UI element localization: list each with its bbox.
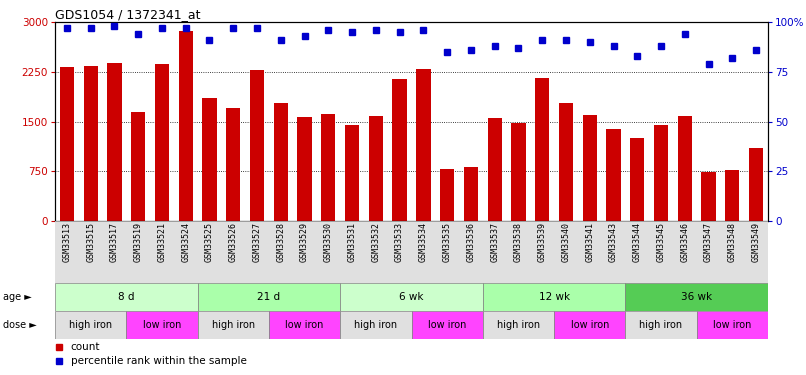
Text: GSM33519: GSM33519: [134, 222, 143, 262]
Bar: [155, 64, 169, 221]
Text: GSM33527: GSM33527: [252, 222, 261, 262]
Bar: [107, 63, 122, 221]
Bar: [725, 170, 739, 221]
Text: high iron: high iron: [496, 320, 540, 330]
Text: age ►: age ►: [3, 292, 32, 302]
Text: 6 wk: 6 wk: [399, 292, 424, 302]
Text: GDS1054 / 1372341_at: GDS1054 / 1372341_at: [55, 8, 201, 21]
Text: GSM33513: GSM33513: [62, 222, 72, 262]
Text: GSM33534: GSM33534: [419, 222, 428, 262]
Text: GSM33536: GSM33536: [467, 222, 476, 262]
Bar: [630, 138, 645, 221]
Text: low iron: low iron: [143, 320, 181, 330]
Bar: [440, 169, 455, 221]
Bar: [483, 283, 625, 311]
Bar: [625, 311, 696, 339]
Bar: [554, 311, 625, 339]
Bar: [416, 69, 430, 221]
Text: GSM33521: GSM33521: [157, 222, 167, 262]
Bar: [678, 116, 692, 221]
Text: GSM33540: GSM33540: [562, 222, 571, 262]
Text: 36 wk: 36 wk: [681, 292, 713, 302]
Text: high iron: high iron: [355, 320, 397, 330]
Bar: [412, 311, 483, 339]
Bar: [226, 108, 240, 221]
Text: GSM33529: GSM33529: [300, 222, 309, 262]
Bar: [483, 311, 554, 339]
Text: GSM33541: GSM33541: [585, 222, 594, 262]
Text: GSM33539: GSM33539: [538, 222, 546, 262]
Bar: [250, 70, 264, 221]
Text: low iron: low iron: [285, 320, 324, 330]
Text: low iron: low iron: [428, 320, 467, 330]
Bar: [535, 78, 550, 221]
Text: GSM33535: GSM33535: [442, 222, 451, 262]
Bar: [345, 126, 359, 221]
Text: GSM33528: GSM33528: [276, 222, 285, 262]
Text: GSM33549: GSM33549: [752, 222, 761, 262]
Bar: [55, 221, 768, 283]
Text: GSM33544: GSM33544: [633, 222, 642, 262]
Text: GSM33515: GSM33515: [86, 222, 95, 262]
Text: low iron: low iron: [713, 320, 751, 330]
Text: percentile rank within the sample: percentile rank within the sample: [71, 356, 247, 366]
Text: low iron: low iron: [571, 320, 609, 330]
Bar: [340, 311, 412, 339]
Text: GSM33531: GSM33531: [347, 222, 356, 262]
Bar: [511, 123, 526, 221]
Bar: [625, 283, 768, 311]
Bar: [321, 114, 335, 221]
Text: GSM33543: GSM33543: [609, 222, 618, 262]
Bar: [197, 311, 269, 339]
Bar: [488, 117, 502, 221]
Text: GSM33532: GSM33532: [372, 222, 380, 262]
Bar: [393, 79, 407, 221]
Bar: [197, 283, 340, 311]
Text: GSM33547: GSM33547: [704, 222, 713, 262]
Bar: [749, 148, 763, 221]
Text: count: count: [71, 342, 100, 352]
Text: high iron: high iron: [639, 320, 683, 330]
Text: high iron: high iron: [212, 320, 255, 330]
Bar: [274, 103, 288, 221]
Text: GSM33524: GSM33524: [181, 222, 190, 262]
Text: GSM33533: GSM33533: [395, 222, 404, 262]
Text: GSM33546: GSM33546: [680, 222, 689, 262]
Bar: [55, 311, 127, 339]
Text: GSM33545: GSM33545: [657, 222, 666, 262]
Bar: [131, 112, 145, 221]
Text: 12 wk: 12 wk: [538, 292, 570, 302]
Text: GSM33517: GSM33517: [110, 222, 119, 262]
Bar: [179, 31, 193, 221]
Bar: [340, 283, 483, 311]
Text: 8 d: 8 d: [118, 292, 135, 302]
Text: dose ►: dose ►: [3, 320, 37, 330]
Bar: [606, 129, 621, 221]
Bar: [583, 115, 597, 221]
Text: GSM33537: GSM33537: [490, 222, 499, 262]
Bar: [696, 311, 768, 339]
Bar: [127, 311, 197, 339]
Text: 21 d: 21 d: [257, 292, 280, 302]
Bar: [60, 67, 74, 221]
Text: GSM33530: GSM33530: [324, 222, 333, 262]
Bar: [55, 283, 197, 311]
Bar: [654, 125, 668, 221]
Bar: [84, 66, 98, 221]
Text: GSM33526: GSM33526: [229, 222, 238, 262]
Bar: [701, 172, 716, 221]
Bar: [297, 117, 312, 221]
Bar: [463, 166, 478, 221]
Text: GSM33538: GSM33538: [514, 222, 523, 262]
Text: high iron: high iron: [69, 320, 112, 330]
Bar: [269, 311, 340, 339]
Bar: [202, 98, 217, 221]
Bar: [368, 116, 383, 221]
Text: GSM33525: GSM33525: [205, 222, 214, 262]
Bar: [559, 103, 573, 221]
Text: GSM33548: GSM33548: [728, 222, 737, 262]
